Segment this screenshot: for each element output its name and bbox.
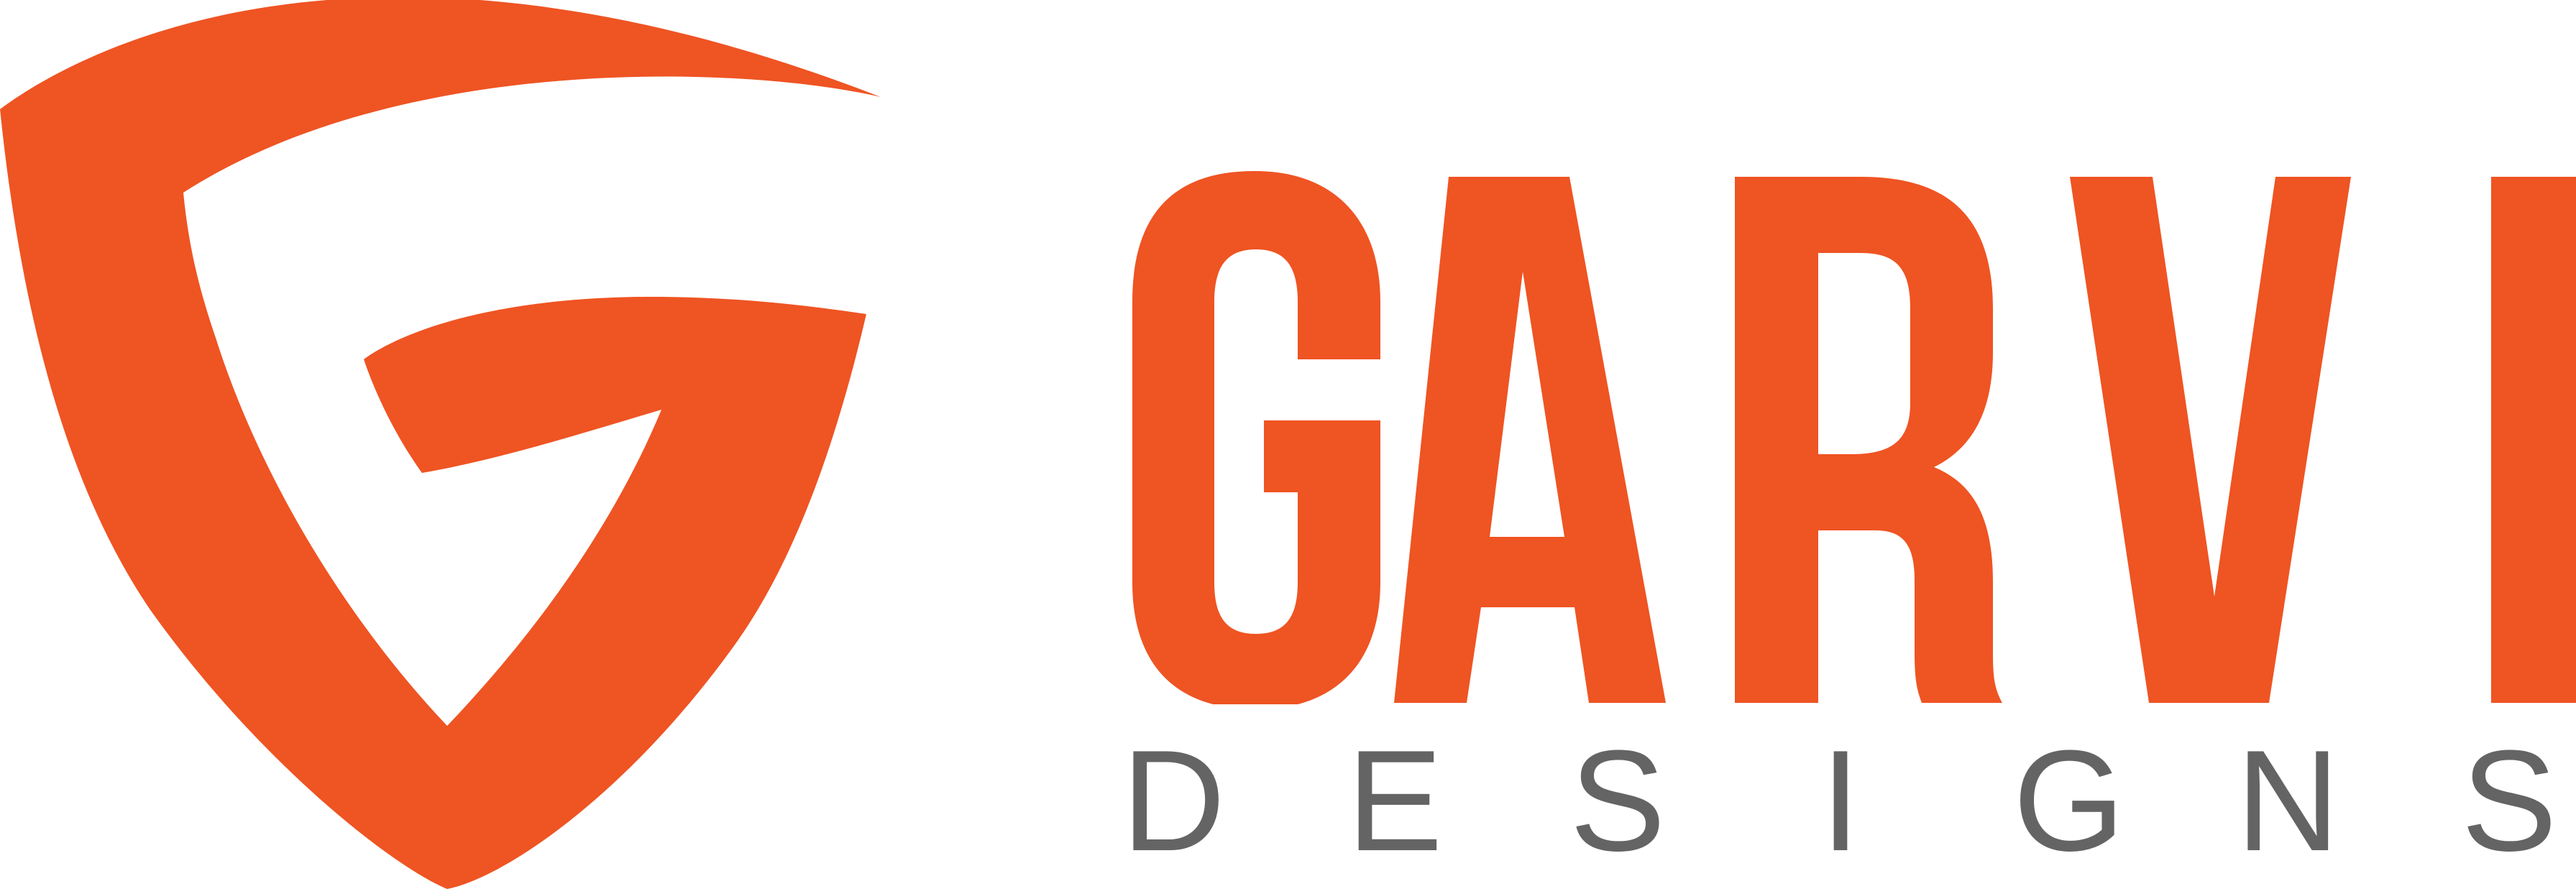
- tagline: D E S I G N S: [1122, 729, 2559, 873]
- letter-v: [2070, 177, 2351, 703]
- tagline-letter: I: [1820, 721, 1861, 881]
- tagline-letter: E: [1347, 721, 1443, 881]
- letter-a: [1394, 177, 1666, 703]
- tagline-letter: N: [2236, 721, 2340, 881]
- letter-i: [2491, 177, 2576, 703]
- tagline-letter: S: [2461, 721, 2557, 881]
- shield-shape: [0, 0, 881, 889]
- tagline-letter: S: [1569, 721, 1666, 881]
- tagline-letter: G: [2013, 721, 2125, 881]
- letter-r: [1735, 177, 2002, 703]
- g-shield-icon: [0, 0, 881, 889]
- garvi-wordmark: [1132, 171, 2576, 704]
- letter-g: [1132, 171, 1380, 704]
- tagline-letter: D: [1122, 721, 1226, 881]
